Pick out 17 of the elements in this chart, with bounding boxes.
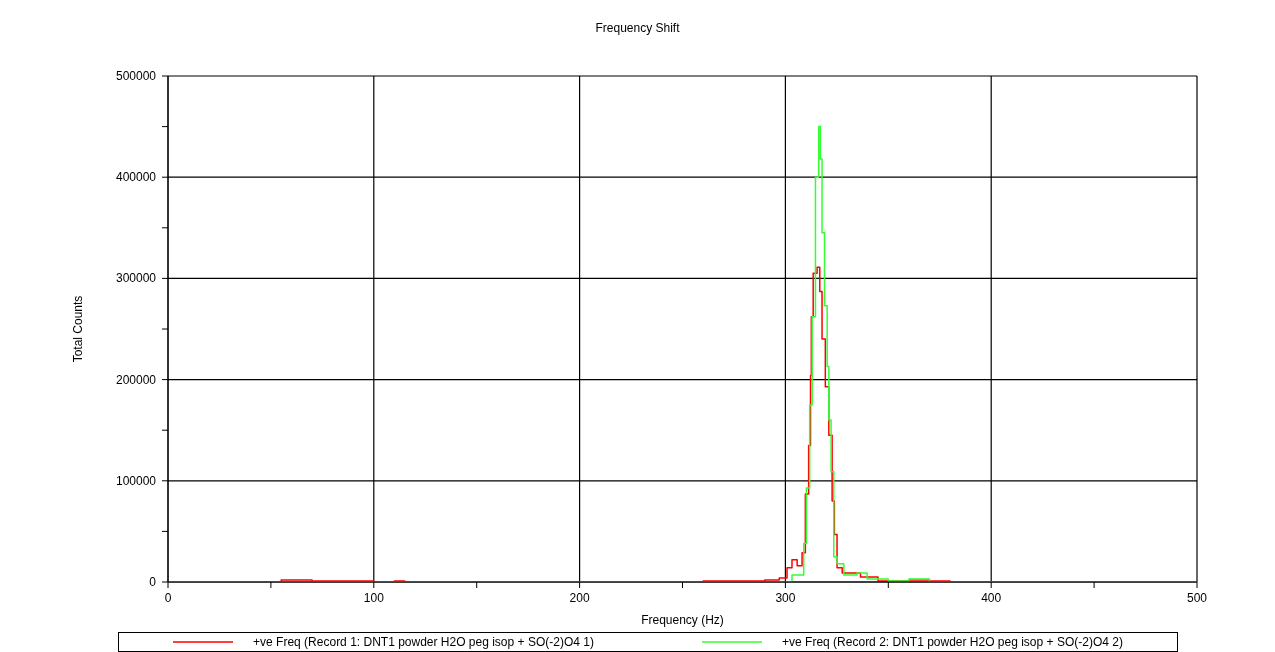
legend-label: +ve Freq (Record 1: DNT1 powder H2O peg isop + SO(-2)O4 1) xyxy=(252,635,594,649)
y-axis-title: Total Counts xyxy=(71,295,86,363)
x-tick-label: 200 xyxy=(569,591,590,605)
y-tick-label: 300000 xyxy=(115,271,157,286)
x-tick-label: 500 xyxy=(1186,591,1208,605)
x-axis-title: Frequency (Hz) xyxy=(641,613,724,627)
y-tick-label: 100000 xyxy=(115,473,157,488)
x-tick-label: 300 xyxy=(775,591,796,605)
legend-label: +ve Freq (Record 2: DNT1 powder H2O peg isop + SO(-2)O4 2) xyxy=(781,635,1123,649)
y-tick-label: 400000 xyxy=(115,170,157,185)
x-tick-label: 100 xyxy=(363,591,385,605)
y-tick-label: 200000 xyxy=(115,372,157,387)
y-tick-label: 0 xyxy=(149,575,157,589)
chart-title: Frequency Shift xyxy=(594,20,681,37)
x-tick-label: 400 xyxy=(981,591,1002,605)
x-tick-label: 0 xyxy=(164,591,172,605)
y-tick-label: 500000 xyxy=(115,69,157,83)
